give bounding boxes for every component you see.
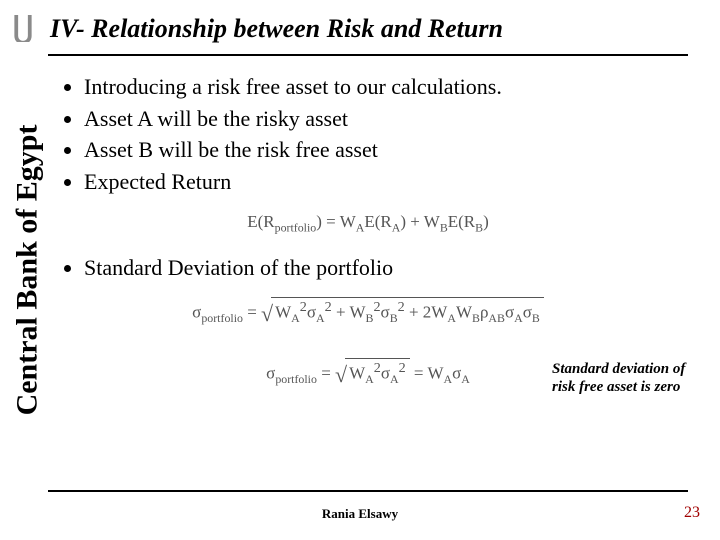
title-rule [48, 54, 688, 56]
stddev-full-formula: σportfolio = √WA2σA2 + WB2σB2 + 2WAWBρAB… [58, 297, 678, 328]
sidebar-label: Central Bank of Egypt [10, 125, 44, 416]
margin-note: Standard deviation of risk free asset is… [552, 360, 712, 396]
content-area: Introducing a risk free asset to our cal… [58, 70, 678, 408]
slide-title: IV- Relationship between Risk and Return [50, 14, 503, 44]
bullet-item: Asset B will be the risk free asset [84, 135, 678, 165]
footer-author: Rania Elsawy [0, 506, 720, 522]
bullet-item: Introducing a risk free asset to our cal… [84, 72, 678, 102]
bullet-list-2: Standard Deviation of the portfolio [58, 253, 678, 283]
bullet-item: Expected Return [84, 167, 678, 197]
slide: IV- Relationship between Risk and Return… [0, 0, 720, 540]
bullet-item: Asset A will be the risky asset [84, 104, 678, 134]
expected-return-formula: E(Rportfolio) = WAE(RA) + WBE(RB) [58, 211, 678, 235]
logo-icon [8, 12, 38, 42]
page-number: 23 [684, 504, 700, 522]
bullet-list-1: Introducing a risk free asset to our cal… [58, 72, 678, 197]
footer-rule [48, 490, 688, 492]
sidebar: Central Bank of Egypt [4, 60, 50, 480]
bullet-item: Standard Deviation of the portfolio [84, 253, 678, 283]
